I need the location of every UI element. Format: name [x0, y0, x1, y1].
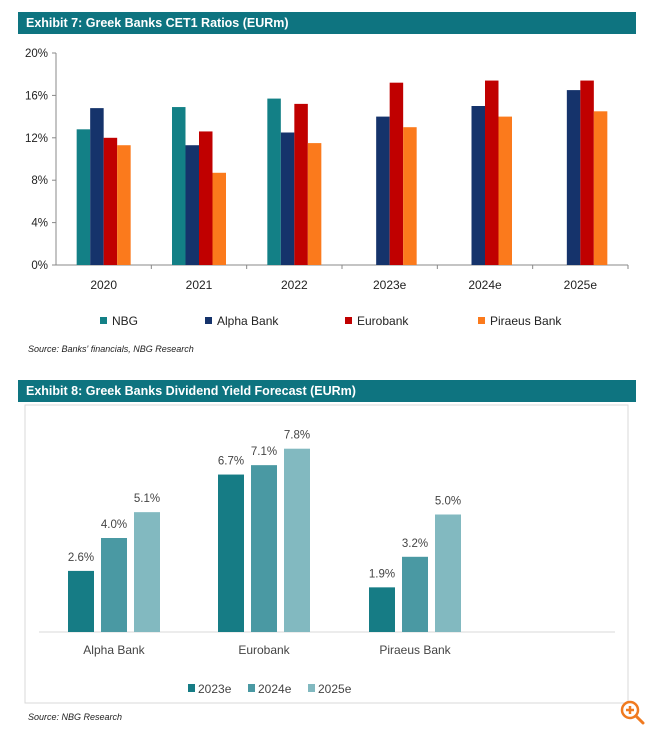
chart1-legend-swatch	[100, 317, 107, 324]
chart2-data-label: 2.6%	[68, 552, 94, 564]
chart1-bar-piraeus-bank	[593, 111, 608, 265]
chart1-bar-alpha-bank	[185, 145, 199, 265]
chart2-legend-swatch	[308, 684, 315, 692]
chart2-legend-label: 2024e	[258, 682, 292, 696]
chart2-data-label: 7.1%	[251, 446, 277, 458]
chart2-data-label: 4.0%	[101, 519, 127, 531]
chart1-legend-swatch	[478, 317, 485, 324]
chart1-bar-eurobank	[580, 80, 594, 265]
chart1-bar-piraeus-bank	[403, 127, 417, 265]
chart2-bar-2024e	[402, 556, 428, 632]
chart2-bar-2025e	[134, 512, 160, 632]
chart2-data-label: 3.2%	[402, 538, 428, 550]
chart2-data-label: 7.8%	[284, 430, 310, 442]
chart2-bar-2024e	[251, 465, 277, 632]
chart1-bar-nbg	[76, 129, 91, 265]
chart2-source: Source: NBG Research	[28, 712, 123, 722]
chart1-bar-eurobank	[389, 82, 404, 266]
chart2-legend-label: 2023e	[198, 682, 232, 696]
chart1-y-tick-label: 16%	[25, 90, 48, 102]
chart1-bar-nbg	[172, 107, 186, 265]
chart1-legend-swatch	[345, 317, 352, 324]
chart1-legend-label: Alpha Bank	[217, 314, 279, 328]
chart2-data-label: 6.7%	[218, 456, 244, 468]
chart1-x-tick-label: 2023e	[373, 278, 407, 292]
chart1-bar-eurobank	[199, 131, 213, 265]
chart2-data-label: 5.0%	[435, 496, 461, 508]
chart1-bar-alpha-bank	[471, 106, 485, 265]
chart1-bar-piraeus-bank	[117, 145, 131, 265]
chart2-legend-swatch	[248, 684, 255, 692]
chart1-x-tick-label: 2021	[186, 278, 213, 292]
chart1-source: Source: Banks' financials, NBG Research	[28, 344, 194, 354]
chart1-x-tick-label: 2020	[90, 278, 117, 292]
chart2-frame	[24, 404, 629, 704]
chart1-legend-swatch	[205, 317, 212, 324]
chart1-x-tick-label: 2022	[281, 278, 308, 292]
chart1-bar-alpha-bank	[566, 90, 581, 265]
chart2-bar-2023e	[218, 474, 244, 632]
chart1-legend-label: Eurobank	[357, 314, 409, 328]
chart1-bar-eurobank	[103, 137, 118, 265]
chart2-bar-2025e	[435, 514, 461, 632]
chart1-bar-alpha-bank	[376, 116, 390, 265]
chart1-legend-label: Piraeus Bank	[490, 314, 562, 328]
chart1-bar-alpha-bank	[90, 108, 104, 266]
chart1-bar-eurobank	[294, 103, 308, 265]
chart2-legend-label: 2025e	[318, 682, 352, 696]
chart2-x-tick-label: Piraeus Bank	[379, 643, 451, 657]
chart1-bar-eurobank	[485, 80, 499, 265]
chart2-title: Exhibit 8: Greek Banks Dividend Yield Fo…	[18, 380, 636, 402]
chart1-bar-piraeus-bank	[498, 116, 512, 265]
chart1-bar-piraeus-bank	[307, 143, 322, 265]
chart2-x-tick-label: Eurobank	[238, 643, 290, 657]
chart1-y-tick-label: 20%	[25, 48, 48, 60]
chart2-data-label: 1.9%	[369, 568, 395, 580]
chart1-bar-alpha-bank	[280, 132, 295, 265]
chart1-y-tick-label: 12%	[25, 133, 48, 145]
chart1-legend-label: NBG	[112, 314, 138, 328]
chart1-y-tick-label: 0%	[31, 260, 48, 272]
chart2-bar-2023e	[68, 570, 94, 632]
chart1-x-tick-label: 2025e	[564, 278, 598, 292]
zoom-in-icon[interactable]	[620, 700, 646, 726]
chart2-data-label: 5.1%	[134, 493, 160, 505]
chart2-x-tick-label: Alpha Bank	[83, 643, 145, 657]
chart1-y-tick-label: 4%	[31, 218, 48, 230]
chart2-bar-2025e	[284, 448, 310, 632]
chart2-bar-2023e	[369, 587, 395, 632]
chart1-y-tick-label: 8%	[31, 175, 48, 187]
chart1-x-tick-label: 2024e	[468, 278, 502, 292]
chart1-bar-piraeus-bank	[212, 172, 226, 265]
chart2-bar-2024e	[101, 538, 127, 632]
chart2-legend-swatch	[188, 684, 195, 692]
chart1-bar-nbg	[267, 98, 281, 265]
chart1-title: Exhibit 7: Greek Banks CET1 Ratios (EURm…	[18, 12, 636, 34]
